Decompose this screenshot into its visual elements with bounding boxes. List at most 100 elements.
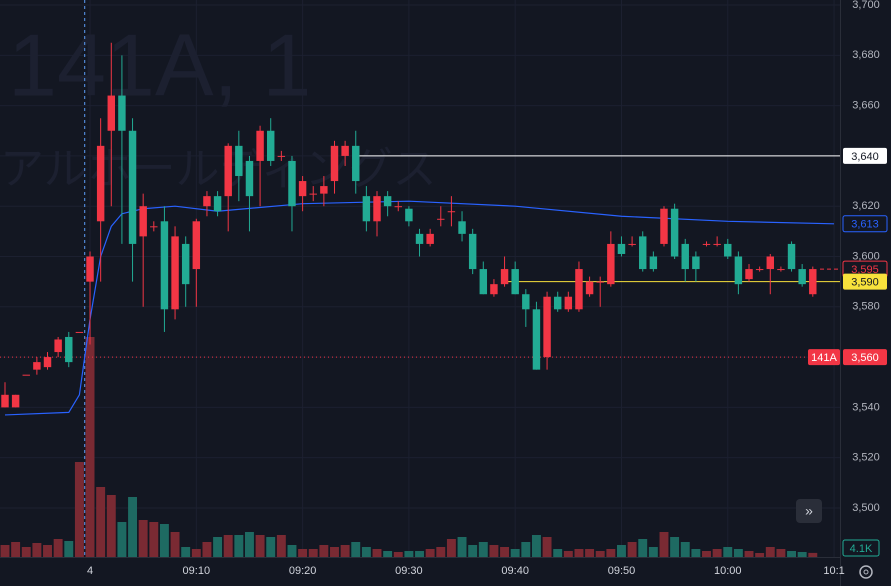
volume-bar: [0, 545, 10, 557]
scroll-button[interactable]: [796, 499, 822, 523]
volume-bar: [32, 543, 42, 557]
volume-bar: [308, 549, 318, 557]
x-tick-label: 09:20: [289, 565, 317, 577]
candle-body: [362, 196, 371, 222]
volume-bar: [415, 551, 424, 557]
x-tick-label: 09:30: [395, 565, 423, 577]
candle-body: [617, 243, 626, 254]
volume-bar: [138, 520, 148, 557]
candle-body: [766, 256, 774, 270]
candle-body: [394, 206, 402, 208]
volume-bar: [21, 547, 31, 557]
candle-body: [724, 243, 732, 257]
volume-bar: [298, 549, 308, 557]
volume-bar: [606, 549, 616, 557]
candle-body: [235, 145, 243, 177]
candle-body: [426, 233, 434, 244]
candle-body: [128, 130, 137, 244]
candle-body: [670, 208, 679, 257]
candle-body: [692, 256, 700, 270]
x-tick-label: 09:10: [183, 565, 211, 577]
volume-bar: [553, 549, 563, 557]
volume-bar: [787, 551, 796, 557]
candle-body: [458, 221, 466, 234]
candle-body: [681, 243, 689, 270]
plot-area: [0, 0, 840, 557]
candle-body: [745, 269, 753, 280]
volume-bar: [383, 551, 393, 557]
volume-bar: [531, 535, 541, 557]
volume-bar: [797, 552, 807, 557]
candle-body: [415, 233, 424, 244]
candle-body: [649, 256, 658, 270]
candle-body: [543, 296, 551, 358]
volume-bar: [361, 547, 371, 557]
volume-label: 4.1K: [850, 543, 873, 555]
candle-body: [522, 294, 530, 310]
volume-bar: [542, 537, 552, 557]
volume-bar: [106, 495, 116, 557]
candle-body: [203, 196, 211, 207]
candle-body: [11, 394, 20, 408]
volume-bar: [287, 545, 297, 557]
candle-body: [660, 208, 668, 244]
y-tick-label: 3,660: [852, 100, 880, 112]
candle-body: [266, 130, 275, 161]
prev-close-label: 3,595: [851, 264, 879, 276]
y-tick-label: 3,600: [852, 250, 880, 262]
volume-bar: [74, 462, 84, 557]
candle-body: [532, 309, 541, 370]
candle-body: [352, 145, 360, 182]
volume-bar: [53, 539, 63, 557]
volume-bar: [744, 551, 754, 557]
volume-bar: [648, 547, 658, 557]
volume-bar: [244, 532, 254, 557]
candle-body: [437, 218, 445, 220]
vwap-label: 3,613: [851, 219, 879, 231]
candle-body: [139, 206, 147, 237]
volume-bar: [457, 537, 467, 557]
volume-bar: [521, 542, 531, 557]
volume-bar: [755, 553, 765, 557]
candle-body: [755, 269, 764, 271]
candle-body: [479, 269, 488, 295]
candle-body: [118, 95, 126, 131]
candle-body: [713, 243, 721, 245]
candle-body: [1, 394, 9, 408]
volume-bar: [670, 537, 680, 557]
candle-body: [564, 296, 573, 310]
candle-body: [585, 281, 594, 295]
settings-button[interactable]: [859, 565, 873, 579]
candle-body: [309, 193, 317, 195]
volume-bar: [330, 547, 339, 557]
volume-bar: [213, 537, 223, 557]
scroll-icon[interactable]: »: [805, 503, 813, 519]
volume-bar: [276, 535, 286, 557]
settings-icon[interactable]: [863, 569, 869, 575]
symbol-label-box: [808, 349, 840, 366]
x-tick-label: 10:00: [714, 565, 742, 577]
candle-body: [500, 269, 509, 285]
volume-bar: [64, 541, 74, 557]
volume-bar: [574, 549, 584, 557]
volume-label-box: [842, 539, 880, 557]
candle-body: [288, 160, 296, 207]
volume-bar: [680, 542, 690, 557]
vwap-line: [4, 200, 835, 416]
volume-bar: [404, 551, 414, 557]
volume-bar: [627, 542, 637, 557]
volume-bar: [638, 539, 648, 557]
volume-bar: [510, 549, 520, 557]
candle-body: [628, 243, 636, 245]
candle-body: [511, 269, 519, 295]
candle-body: [734, 256, 743, 285]
volume-bar: [149, 522, 159, 557]
volume-bar: [765, 547, 775, 557]
volume-bar: [85, 337, 95, 557]
watermark-title: 141A, 1: [8, 15, 311, 114]
candle-body: [224, 145, 232, 197]
volume-bar: [563, 551, 573, 557]
volume-bar: [266, 537, 276, 557]
x-tick-label: 4: [87, 565, 93, 577]
